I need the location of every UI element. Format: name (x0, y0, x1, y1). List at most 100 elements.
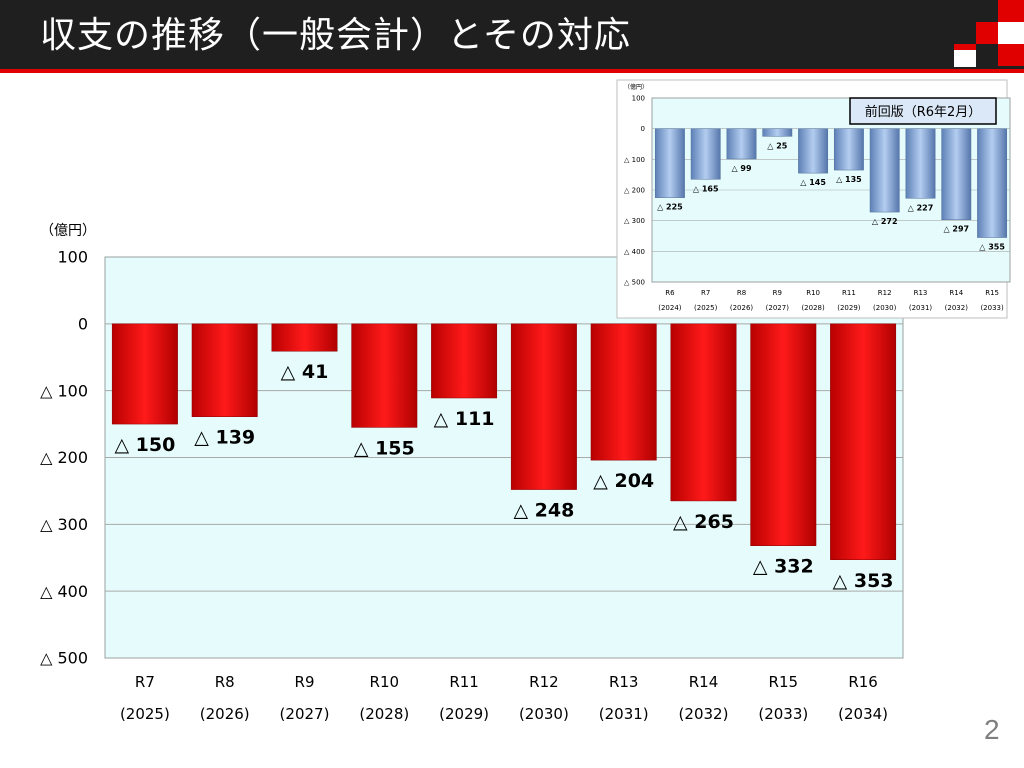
y-tick-label: △ 100 (40, 381, 88, 400)
corner-decoration-square (998, 22, 1024, 44)
bar-R6 (654, 128, 685, 198)
y-tick-label: 100 (57, 248, 88, 267)
inset-title-box (849, 97, 997, 125)
data-label: △ 165 (693, 184, 719, 193)
bar-R13 (590, 323, 657, 461)
data-label: △ 139 (194, 427, 255, 449)
x-category-label: R14 (689, 673, 719, 691)
x-year-label: (2034) (838, 705, 888, 723)
x-category-label: R7 (701, 289, 710, 297)
y-tick-label: △ 500 (40, 649, 88, 668)
y-tick-label: △ 500 (624, 278, 645, 286)
bar-R13 (905, 128, 936, 199)
x-year-label: (2028) (801, 304, 825, 312)
x-year-label: (2025) (694, 304, 718, 312)
x-category-label: R9 (295, 673, 315, 691)
bar-R16 (830, 323, 897, 561)
x-category-label: R8 (737, 289, 746, 297)
data-label: △ 135 (836, 175, 862, 184)
x-year-label: (2030) (873, 304, 897, 312)
data-label: △ 150 (114, 434, 175, 456)
x-category-label: R9 (773, 289, 782, 297)
data-label: △ 145 (800, 178, 826, 187)
y-tick-label: △ 300 (40, 515, 88, 534)
corner-decoration-square (976, 22, 998, 44)
bar-R7 (690, 128, 721, 180)
x-year-label: (2024) (658, 304, 682, 312)
bar-R7 (111, 323, 178, 425)
y-axis-unit-label: （億円） (624, 83, 648, 91)
x-year-label: (2030) (519, 705, 569, 723)
bar-R15 (977, 128, 1008, 238)
bar-R9 (271, 323, 338, 352)
data-label: △ 265 (673, 511, 734, 533)
title-bar (0, 0, 1024, 72)
bar-R9 (762, 128, 793, 137)
data-label: △ 248 (513, 500, 574, 522)
y-tick-label: 0 (641, 125, 645, 133)
bar-R11 (833, 128, 864, 171)
bar-R14 (670, 323, 737, 502)
y-tick-label: △ 300 (624, 217, 645, 225)
x-category-label: R10 (806, 289, 820, 297)
corner-decoration-square (998, 0, 1024, 22)
x-year-label: (2033) (758, 705, 808, 723)
x-category-label: R13 (609, 673, 639, 691)
x-category-label: R15 (769, 673, 799, 691)
x-category-label: R11 (842, 289, 856, 297)
bar-R10 (798, 128, 829, 174)
x-category-label: R11 (449, 673, 479, 691)
data-label: △ 332 (753, 556, 814, 578)
x-category-label: R7 (135, 673, 155, 691)
data-label: △ 272 (872, 217, 898, 226)
inset-title: 前回版（R6年2月） (865, 104, 982, 120)
data-label: △ 204 (593, 470, 654, 492)
data-label: △ 111 (434, 408, 495, 430)
x-year-label: (2032) (945, 304, 969, 312)
title-underline (0, 69, 1024, 73)
x-year-label: (2031) (909, 304, 933, 312)
bar-R8 (191, 323, 258, 417)
bar-R10 (351, 323, 418, 428)
x-year-label: (2026) (730, 304, 754, 312)
x-category-label: R8 (215, 673, 235, 691)
x-year-label: (2029) (837, 304, 861, 312)
y-tick-label: △ 200 (624, 186, 645, 194)
bar-R12 (510, 323, 577, 490)
y-tick-label: △ 200 (40, 448, 88, 467)
data-label: △ 355 (979, 243, 1005, 252)
x-category-label: R15 (985, 289, 999, 297)
y-tick-label: △ 400 (40, 582, 88, 601)
data-label: △ 41 (281, 361, 329, 383)
data-label: △ 25 (767, 141, 788, 150)
x-year-label: (2025) (120, 705, 170, 723)
bar-R8 (726, 128, 757, 160)
x-category-label: R12 (878, 289, 892, 297)
data-label: △ 353 (833, 570, 894, 592)
x-year-label: (2026) (200, 705, 250, 723)
y-tick-label: 100 (632, 94, 645, 102)
x-category-label: R10 (370, 673, 400, 691)
x-category-label: R12 (529, 673, 559, 691)
data-label: △ 155 (354, 437, 415, 459)
x-year-label: (2032) (679, 705, 729, 723)
data-label: △ 227 (908, 203, 934, 212)
x-category-label: R16 (848, 673, 878, 691)
data-label: △ 297 (943, 225, 969, 234)
data-label: △ 99 (731, 164, 752, 173)
bar-R15 (750, 323, 817, 546)
y-tick-label: △ 100 (624, 156, 645, 164)
page-number: 2 (984, 714, 1000, 745)
y-axis-unit-label: （億円） (40, 223, 96, 239)
corner-decoration-square (998, 44, 1024, 66)
bar-R11 (431, 323, 498, 399)
bar-R14 (941, 128, 972, 220)
x-year-label: (2033) (980, 304, 1004, 312)
data-label: △ 225 (657, 203, 683, 212)
x-year-label: (2031) (599, 705, 649, 723)
x-year-label: (2027) (766, 304, 790, 312)
x-category-label: R6 (665, 289, 675, 297)
y-tick-label: △ 400 (624, 248, 645, 256)
